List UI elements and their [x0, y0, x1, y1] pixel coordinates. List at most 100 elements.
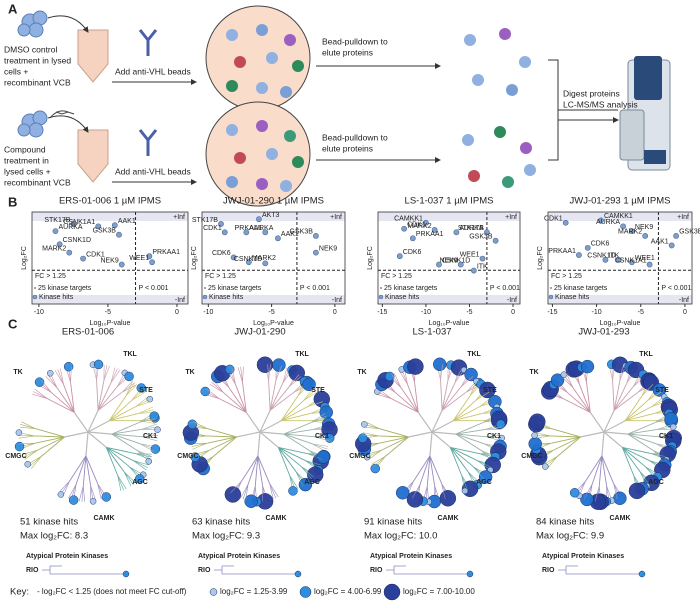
kinase-point [436, 261, 442, 268]
hit-marker [407, 358, 424, 375]
tree-branch [429, 431, 433, 456]
tree-twig [22, 449, 38, 455]
hit-marker [15, 429, 23, 436]
tree-branch [241, 455, 259, 482]
tree-branch [111, 433, 142, 438]
tree-branch [283, 433, 310, 451]
tree-twig [475, 391, 490, 401]
workflow-label: cells + [4, 66, 28, 76]
chart-title: LS-1-037 1 µM IPMS [405, 196, 494, 207]
tree-branch [450, 447, 474, 468]
tree-branch [96, 380, 99, 411]
tree-branch [109, 413, 139, 422]
workflow-label: treatment in lysed [4, 55, 71, 65]
tree-twig [485, 435, 502, 438]
tree-branch [452, 406, 480, 422]
tree-twig [18, 435, 35, 439]
tree-branch [283, 421, 312, 435]
tree-branch [603, 431, 623, 448]
group-label: TK [529, 369, 538, 376]
hit-marker [24, 461, 31, 468]
atypical-label: Atypical Protein Kinases [542, 553, 624, 560]
tree-twig [245, 484, 249, 501]
tree-twig [131, 389, 144, 401]
group-label: CK1 [315, 433, 329, 440]
tree-twig [477, 460, 492, 468]
group-label: CMGC [521, 453, 542, 460]
point-label: AAK1 [118, 218, 136, 225]
legend-note: 25 kinase targets [208, 285, 262, 292]
tree-branch [385, 436, 409, 457]
point-label: CDK1 [86, 251, 105, 258]
tree-branch [97, 382, 112, 411]
x-tick-label: -10 [34, 309, 44, 316]
x-tick-label: -5 [105, 309, 111, 316]
tree-twig [191, 442, 208, 447]
annotation: +Inf [330, 214, 342, 221]
workflow-label: Compound [4, 144, 46, 154]
tree-twig [20, 424, 36, 430]
key-item: log₂FC = 4.00-6.99 [314, 587, 382, 596]
rio-branch [42, 565, 126, 575]
kinase-point [642, 232, 649, 239]
tree-twig [362, 432, 379, 437]
tree-branch [627, 421, 656, 435]
tree-twig [454, 368, 462, 384]
tree-twig [97, 483, 102, 500]
tree-branch [603, 420, 626, 433]
tree-branch [105, 447, 119, 476]
tree-branch [627, 433, 658, 438]
tree-twig [311, 413, 326, 423]
point-label: CDK6 [403, 249, 422, 256]
tree-branch [449, 447, 463, 476]
point-label: CSNK1A1 [63, 219, 95, 226]
tree-twig [141, 435, 158, 438]
tree-branch [269, 391, 295, 411]
inf-band [378, 295, 520, 304]
annotation: P < 0.001 [490, 285, 520, 292]
tree-twig [78, 485, 84, 502]
rio-label: RIO [542, 567, 555, 574]
kinase-point [562, 219, 569, 226]
workflow-art [17, 5, 671, 207]
x-tick-label: -10 [592, 309, 602, 316]
compound-icon [49, 110, 75, 119]
tree-twig [110, 368, 118, 384]
kinase-point [602, 256, 609, 263]
tree-branch [106, 447, 130, 468]
tree-twig [141, 426, 158, 430]
tree-twig [307, 453, 323, 460]
tree-twig [391, 374, 402, 388]
tree-branch [51, 392, 75, 413]
tree-twig [282, 367, 288, 384]
tree-branch [431, 431, 456, 435]
tree-branch [613, 391, 639, 411]
kinase-point [66, 249, 73, 256]
key-marker [209, 588, 218, 596]
tree-branch [283, 433, 314, 438]
point-label: MARK2 [408, 223, 432, 230]
inf-band [548, 295, 692, 304]
tree-branch [41, 436, 65, 457]
workflow-label: recombinant VCB [4, 177, 71, 187]
kinase-point [457, 261, 464, 268]
kinase-point [262, 229, 269, 236]
point-label: CSNK1D [442, 257, 470, 264]
tree-branch [85, 431, 89, 456]
tree-branch [441, 386, 462, 411]
tree-title: LS-1-037 [412, 327, 451, 338]
x-tick-label: 0 [683, 309, 687, 316]
hit-marker [187, 419, 198, 430]
tree-branch [585, 455, 603, 482]
hit-marker [361, 421, 368, 428]
point-label: STK17B [458, 225, 484, 232]
tree-branch [452, 400, 476, 422]
x-tick-label: 0 [333, 309, 337, 316]
tree-twig [269, 483, 279, 498]
tree-branch [414, 382, 419, 413]
group-label: TKL [467, 351, 481, 358]
tree-branch [111, 428, 142, 435]
tree-branch [236, 431, 261, 438]
panel-label: C [8, 316, 18, 331]
point-label: AKT3 [262, 212, 280, 219]
